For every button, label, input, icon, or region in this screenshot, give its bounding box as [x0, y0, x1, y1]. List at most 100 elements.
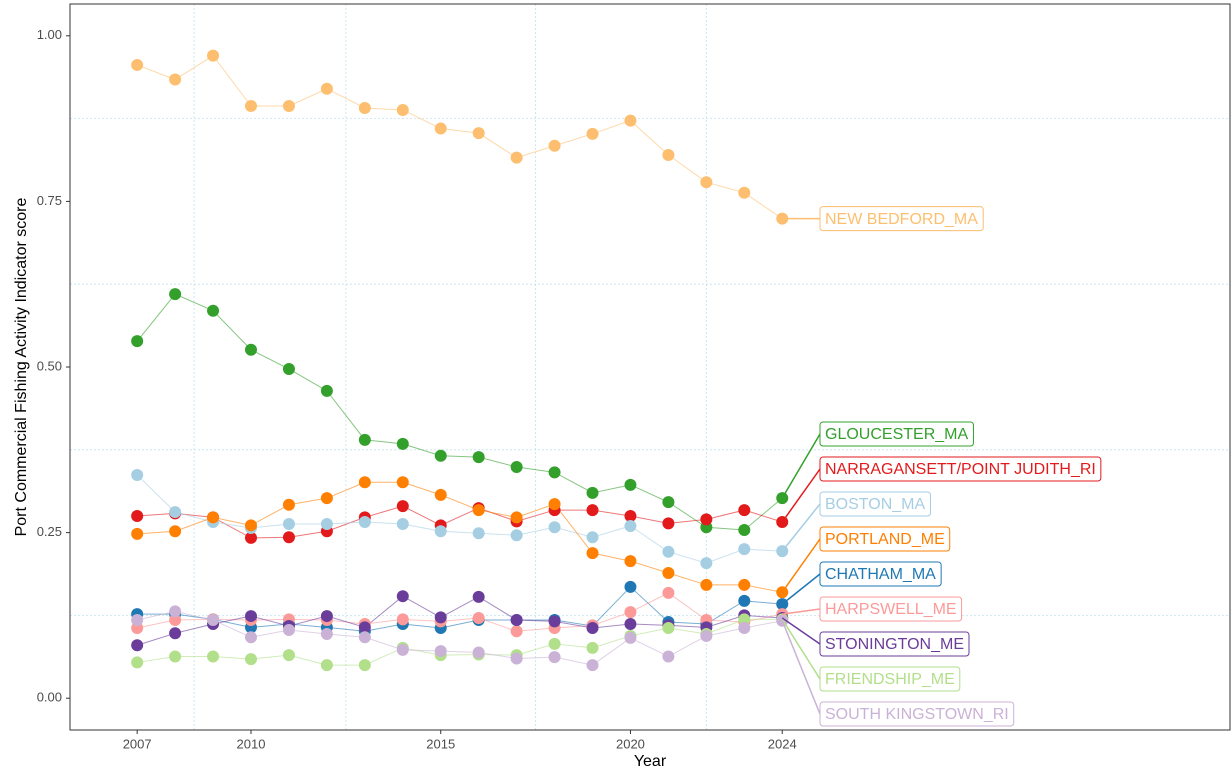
point — [434, 449, 447, 462]
label-text: NARRAGANSETT/POINT JUDITH_RI — [825, 461, 1096, 478]
label-box — [819, 491, 931, 517]
x-tick-label: 2010 — [237, 736, 266, 751]
label-text: NEW BEDFORD_MA — [825, 211, 978, 228]
point — [131, 335, 144, 348]
point — [396, 643, 409, 656]
series-line — [137, 618, 783, 666]
point — [624, 478, 637, 491]
point — [358, 101, 371, 114]
point — [662, 517, 675, 530]
series-line — [137, 595, 783, 646]
point — [245, 531, 258, 544]
x-tick-label: 2007 — [123, 736, 152, 751]
label: PORTLAND_ME — [819, 526, 951, 552]
point — [169, 525, 182, 538]
point — [320, 659, 333, 672]
label-text: CHATHAM_MA — [825, 566, 936, 583]
y-axis-title: Port Commercial Fishing Activity Indicat… — [13, 198, 30, 537]
label-box — [819, 561, 942, 587]
point — [738, 504, 751, 517]
point — [700, 578, 713, 591]
point — [700, 513, 713, 526]
point — [320, 627, 333, 640]
point — [738, 578, 751, 591]
point — [548, 466, 561, 479]
point — [131, 58, 144, 71]
label-text: FRIENDSHIP_ME — [825, 671, 955, 688]
y-tick-label: 0.00 — [37, 690, 62, 705]
y-tick-label: 0.25 — [37, 524, 62, 539]
point — [282, 531, 295, 544]
label-text: PORTLAND_ME — [825, 531, 945, 548]
point — [131, 639, 144, 652]
point — [586, 127, 599, 140]
label-connector — [781, 538, 821, 593]
label: STONINGTON_ME — [819, 631, 970, 657]
point — [700, 176, 713, 189]
point — [358, 433, 371, 446]
point — [169, 614, 182, 627]
point — [472, 527, 485, 540]
point — [586, 531, 599, 544]
label-box — [819, 596, 963, 622]
point — [548, 498, 561, 511]
label: FRIENDSHIP_ME — [819, 666, 961, 692]
point — [586, 659, 599, 672]
label: CHATHAM_MA — [819, 561, 942, 587]
point — [169, 605, 182, 618]
series-line — [137, 592, 783, 632]
point — [282, 100, 295, 113]
x-axis-title: Year — [634, 753, 667, 770]
point — [320, 384, 333, 397]
point — [169, 627, 182, 640]
label: SOUTH KINGSTOWN_RI — [819, 701, 1015, 727]
point — [282, 623, 295, 636]
point — [169, 506, 182, 519]
point — [510, 461, 523, 474]
label-text: SOUTH KINGSTOWN_RI — [825, 706, 1009, 723]
point — [245, 631, 258, 644]
point — [662, 621, 675, 634]
point — [282, 362, 295, 375]
point — [396, 590, 409, 603]
series-line — [136, 474, 783, 564]
point — [662, 567, 675, 580]
y-tick-label: 0.50 — [37, 358, 62, 373]
point — [472, 590, 485, 603]
series-line — [137, 505, 783, 539]
label-box — [819, 666, 961, 692]
point — [131, 656, 144, 669]
point — [662, 650, 675, 663]
point — [434, 645, 447, 658]
point — [131, 468, 144, 481]
point — [245, 100, 258, 113]
point — [510, 614, 523, 627]
point — [738, 621, 751, 634]
point — [207, 49, 220, 62]
labels: NEW BEDFORD_MA GLOUCESTER_MA NARRAGANSETT/… — [781, 206, 1102, 727]
x-tick-label: 2020 — [616, 736, 645, 751]
point — [548, 139, 561, 152]
label-connector — [781, 433, 821, 499]
point — [510, 151, 523, 164]
point — [131, 614, 144, 627]
point — [662, 496, 675, 509]
point — [358, 631, 371, 644]
point — [548, 615, 561, 628]
points — [131, 49, 789, 672]
point — [624, 114, 637, 127]
point — [586, 641, 599, 654]
label: BOSTON_MA — [819, 491, 931, 517]
point — [738, 543, 751, 556]
point — [624, 510, 637, 523]
label: HARPSWELL_ME — [819, 596, 963, 622]
label-box — [819, 631, 970, 657]
point — [548, 651, 561, 664]
x-tick-label: 2015 — [426, 736, 455, 751]
point — [472, 127, 485, 140]
point — [434, 611, 447, 624]
label: NARRAGANSETT/POINT JUDITH_RI — [819, 456, 1102, 482]
point — [624, 606, 637, 619]
point — [245, 610, 258, 623]
point — [472, 504, 485, 517]
